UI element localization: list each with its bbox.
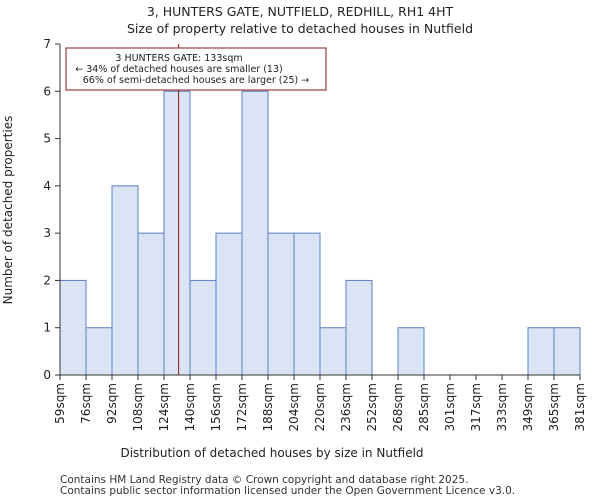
y-tick-label: 0 — [43, 368, 51, 382]
y-tick-label: 4 — [43, 179, 51, 193]
x-axis-ticks: 59sqm 76sqm 92sqm 108sqm 124sqm 140sqm 156sqm 1… — [53, 375, 587, 431]
x-tick-label: 301sqm — [443, 383, 457, 431]
y-tick-label: 6 — [43, 84, 51, 98]
y-tick-label: 5 — [43, 132, 51, 146]
x-tick-label: 317sqm — [469, 383, 483, 431]
bar-172sqm — [241, 90, 269, 376]
x-tick-label: 333sqm — [495, 383, 509, 431]
chart-subtitle: Size of property relative to detached ho… — [127, 21, 473, 36]
x-tick-label: 188sqm — [261, 383, 275, 431]
x-tick-label: 236sqm — [339, 383, 353, 431]
bar-220sqm — [319, 327, 347, 376]
footer-line-1: Contains HM Land Registry data © Crown c… — [60, 474, 468, 486]
x-tick-label: 156sqm — [209, 383, 223, 431]
y-axis-ticks: 0 1 2 3 4 5 6 7 — [43, 37, 60, 382]
annotation-line-2: ← 34% of detached houses are smaller (13… — [75, 64, 282, 75]
x-tick-label: 124sqm — [157, 383, 171, 431]
bars-group — [59, 90, 581, 376]
x-tick-label: 92sqm — [105, 383, 119, 424]
bar-59sqm — [59, 279, 87, 376]
x-tick-label: 76sqm — [79, 383, 93, 424]
y-tick-label: 7 — [43, 37, 51, 51]
y-tick-label: 2 — [43, 273, 51, 287]
x-tick-label: 252sqm — [365, 383, 379, 431]
x-tick-label: 268sqm — [391, 383, 405, 431]
bar-365sqm — [553, 327, 581, 376]
bar-108sqm — [137, 232, 165, 376]
annotation-line-3: 66% of semi-detached houses are larger (… — [83, 75, 310, 86]
bar-156sqm — [215, 232, 243, 376]
x-tick-label: 381sqm — [573, 383, 587, 431]
annotation-box-frame — [65, 47, 327, 91]
x-tick-label: 349sqm — [521, 383, 535, 431]
x-tick-label: 204sqm — [287, 383, 301, 431]
bar-92sqm — [111, 185, 139, 376]
bar-76sqm — [85, 327, 113, 376]
x-axis-label: Distribution of detached houses by size … — [120, 446, 423, 460]
footer-line-2: Contains public sector information licen… — [60, 485, 515, 497]
bar-124sqm — [163, 90, 191, 376]
y-tick-label: 3 — [43, 226, 51, 240]
bar-204sqm — [293, 232, 321, 376]
x-tick-label: 140sqm — [183, 383, 197, 431]
annotation-line-1: 3 HUNTERS GATE: 133sqm — [115, 53, 242, 64]
x-tick-label: 108sqm — [131, 383, 145, 431]
x-tick-label: 172sqm — [235, 383, 249, 431]
bar-349sqm — [527, 327, 555, 376]
x-tick-label: 285sqm — [417, 383, 431, 431]
bar-268sqm — [397, 327, 425, 376]
x-tick-label: 59sqm — [53, 383, 67, 424]
y-axis-label: Number of detached properties — [1, 116, 15, 305]
bar-236sqm — [345, 279, 373, 376]
annotation-box: 3 HUNTERS GATE: 133sqm ← 34% of detached… — [65, 47, 327, 91]
x-tick-label: 220sqm — [313, 383, 327, 431]
x-tick-label: 365sqm — [547, 383, 561, 431]
chart-title: 3, HUNTERS GATE, NUTFIELD, REDHILL, RH1 … — [147, 4, 454, 19]
bar-188sqm — [267, 232, 295, 376]
bar-140sqm — [189, 279, 217, 376]
y-tick-label: 1 — [43, 321, 51, 335]
